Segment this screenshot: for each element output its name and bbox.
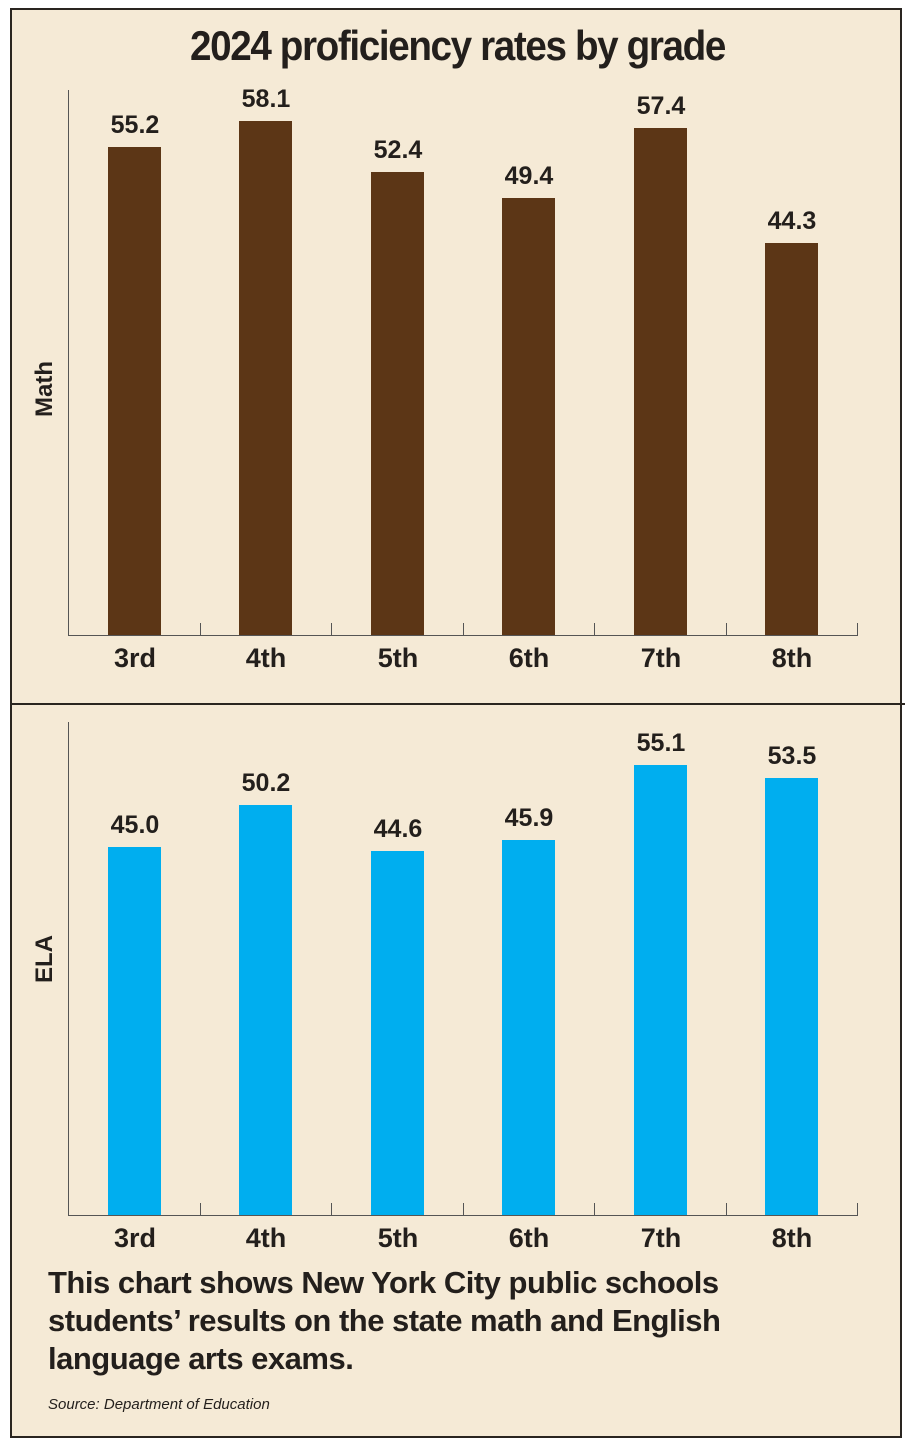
bar [765,243,818,635]
y-axis-line [68,90,69,635]
x-tick-label: 7th [640,643,682,673]
x-tick-label: 5th [377,643,419,673]
x-axis-tick [331,1203,332,1215]
bar-value-label: 57.4 [636,91,686,120]
x-tick-label: 3rd [113,643,157,673]
chart-title: 2024 proficiency rates by grade [190,22,726,69]
x-axis-line [68,635,858,636]
x-axis-tick [857,1203,858,1215]
bar-value-label: 52.4 [373,135,423,164]
x-tick-label: 3rd [113,1223,157,1253]
bar [108,847,161,1215]
bar-value-label: 44.3 [767,207,817,236]
x-axis-tick [463,623,464,635]
y-axis-label: ELA [31,935,58,983]
x-tick-label: 8th [771,1223,813,1253]
x-axis-tick [857,623,858,635]
bar-value-label: 45.0 [110,811,160,840]
x-axis-tick [726,623,727,635]
x-axis-line [68,1215,858,1216]
x-tick-label: 6th [508,1223,550,1253]
x-tick-label: 8th [771,643,813,673]
source-note: Source: Department of Education [48,1396,270,1413]
chart-description: This chart shows New York City public sc… [48,1265,721,1376]
panel-divider [10,703,905,705]
bar-value-label: 44.6 [373,814,423,843]
x-tick-label: 4th [245,643,287,673]
bar [634,764,687,1215]
x-axis-tick [331,623,332,635]
bar [371,850,424,1215]
x-axis-tick [68,623,69,635]
y-axis-line [68,722,69,1215]
x-tick-label: 7th [640,1223,682,1253]
bar-value-label: 45.9 [504,803,554,832]
x-axis-tick [463,1203,464,1215]
x-tick-label: 5th [377,1223,419,1253]
bar [502,198,555,635]
bar [765,777,818,1215]
bar-value-label: 55.1 [636,728,686,757]
x-tick-label: 4th [245,1223,287,1253]
bar [371,171,424,635]
bar [634,127,687,635]
bar [239,121,292,635]
x-axis-tick [68,1203,69,1215]
x-tick-label: 6th [508,643,550,673]
bar [108,147,161,635]
bar [239,804,292,1215]
x-axis-tick [594,623,595,635]
x-axis-tick [726,1203,727,1215]
bar-value-label: 55.2 [110,111,160,140]
bar [502,839,555,1215]
bar-value-label: 53.5 [767,741,817,770]
x-axis-tick [200,623,201,635]
bar-value-label: 58.1 [241,85,291,114]
bar-value-label: 49.4 [504,162,554,191]
x-axis-tick [594,1203,595,1215]
y-axis-label: Math [31,361,58,417]
bar-value-label: 50.2 [241,768,291,797]
x-axis-tick [200,1203,201,1215]
